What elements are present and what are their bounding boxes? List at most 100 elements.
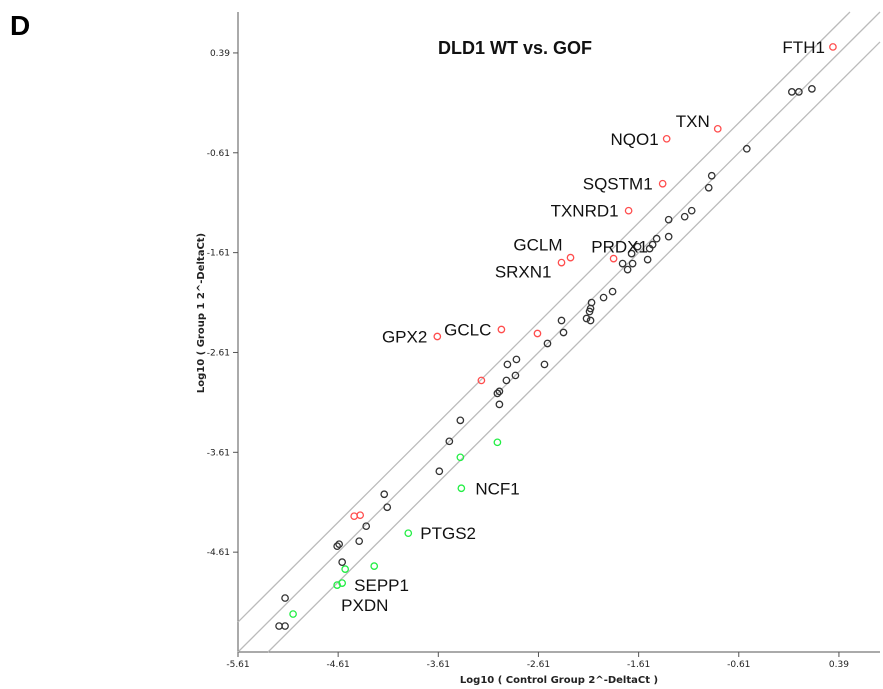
data-point-unchanged <box>383 503 392 512</box>
y-tick-label: -1.61 <box>207 249 230 259</box>
data-point-unchanged <box>435 467 444 476</box>
x-tick-label: 0.39 <box>829 660 849 670</box>
y-ticks: -4.61 -3.61 -2.61 -1.61 -0.61 0.39 <box>207 49 238 558</box>
point-label: SRXN1 <box>495 263 552 282</box>
data-point-unchanged <box>456 416 465 425</box>
data-point-down <box>341 565 350 573</box>
point-label: GCLC <box>444 321 491 340</box>
data-point-unchanged <box>380 490 389 499</box>
x-tick-label: -5.61 <box>226 660 249 670</box>
data-point-down <box>457 484 466 493</box>
reference-line <box>267 41 881 653</box>
x-tick-label: -3.61 <box>427 660 450 670</box>
data-point-unchanged <box>618 259 627 268</box>
data-point-unchanged <box>338 558 347 566</box>
data-point-unchanged <box>355 537 364 546</box>
data-point-up <box>658 179 667 188</box>
data-points <box>275 43 837 630</box>
data-point-down <box>404 529 413 538</box>
chart-title: DLD1 WT vs. GOF <box>438 38 592 58</box>
data-point-unchanged <box>543 339 552 348</box>
y-tick-label: -3.61 <box>207 448 230 458</box>
data-point-unchanged <box>275 622 283 630</box>
data-point-unchanged <box>795 88 803 96</box>
data-point-unchanged <box>599 293 608 302</box>
x-tick-label: -1.61 <box>627 660 650 670</box>
y-tick-label: 0.39 <box>210 49 230 59</box>
data-point-up <box>662 134 671 143</box>
data-point-up <box>350 512 359 521</box>
data-point-unchanged <box>633 242 642 251</box>
x-tick-label: -2.61 <box>527 660 550 670</box>
data-point-unchanged <box>643 255 652 264</box>
point-label: PTGS2 <box>420 524 476 543</box>
reference-lines <box>237 11 881 653</box>
point-label: GCLM <box>513 236 562 255</box>
data-point-up <box>433 332 442 341</box>
data-point-unchanged <box>808 85 816 93</box>
data-point-up <box>477 376 486 385</box>
data-point-up <box>557 258 566 267</box>
point-label: SQSTM1 <box>583 175 653 194</box>
data-point-down <box>456 453 465 462</box>
data-point-unchanged <box>652 234 661 243</box>
data-point-down <box>289 610 297 618</box>
data-point-down <box>493 438 502 447</box>
data-point-unchanged <box>680 212 689 221</box>
point-label: SEPP1 <box>354 576 409 595</box>
x-tick-label: -4.61 <box>327 660 350 670</box>
data-point-unchanged <box>333 542 342 551</box>
data-point-unchanged <box>664 232 673 241</box>
data-point-unchanged <box>557 316 566 325</box>
data-point-unchanged <box>493 389 502 398</box>
data-point-unchanged <box>503 360 512 369</box>
data-point-unchanged <box>582 314 591 323</box>
data-point-unchanged <box>502 376 511 385</box>
point-label: TXNRD1 <box>551 202 619 221</box>
data-point-up <box>497 325 506 334</box>
point-label: PRDX1 <box>591 238 648 257</box>
data-point-up <box>609 254 618 263</box>
x-ticks: -5.61 -4.61 -3.61 -2.61 -1.61 -0.61 0.39 <box>226 652 849 670</box>
x-axis-label: Log10 ( Control Group 2^-DeltaCt ) <box>460 675 658 686</box>
data-point-up <box>356 511 365 520</box>
data-point-unchanged <box>585 307 594 316</box>
data-point-unchanged <box>362 522 371 531</box>
data-point-unchanged <box>687 206 696 215</box>
data-point-unchanged <box>704 183 713 192</box>
y-tick-label: -0.61 <box>207 149 230 159</box>
data-point-unchanged <box>742 144 751 153</box>
data-point-unchanged <box>511 371 520 380</box>
point-label: PXDN <box>341 596 388 615</box>
data-point-unchanged <box>628 259 637 268</box>
point-label: NCF1 <box>475 479 519 498</box>
data-point-down <box>370 562 379 570</box>
y-tick-label: -4.61 <box>207 548 230 558</box>
point-label: GPX2 <box>382 327 427 346</box>
data-point-unchanged <box>495 400 504 409</box>
x-tick-label: -0.61 <box>727 660 750 670</box>
data-point-unchanged <box>445 437 454 446</box>
point-labels: FTH1 TXN NQO1 SQSTM1 TXNRD1 GCLM PRDX1 SRXN1 GPX… <box>341 38 825 615</box>
y-axis-label: Log10 ( Group 1 2^-DeltaCt) <box>196 233 207 393</box>
data-point-unchanged <box>645 244 654 253</box>
data-point-unchanged <box>707 171 716 180</box>
reference-line <box>237 11 851 623</box>
y-tick-label: -2.61 <box>207 348 230 358</box>
point-label: TXN <box>676 112 710 131</box>
data-point-unchanged <box>495 387 504 396</box>
data-point-unchanged <box>335 540 344 549</box>
data-point-unchanged <box>608 287 617 296</box>
data-point-unchanged <box>627 249 636 258</box>
data-point-unchanged <box>664 215 673 224</box>
data-point-unchanged <box>586 316 595 325</box>
point-label: NQO1 <box>610 130 658 149</box>
data-point-up <box>533 329 542 338</box>
reference-line <box>237 11 881 653</box>
data-point-up <box>829 43 837 51</box>
panel-letter: D <box>10 10 31 41</box>
data-point-down <box>333 581 342 589</box>
point-label: FTH1 <box>782 38 825 57</box>
data-point-up <box>566 253 575 262</box>
